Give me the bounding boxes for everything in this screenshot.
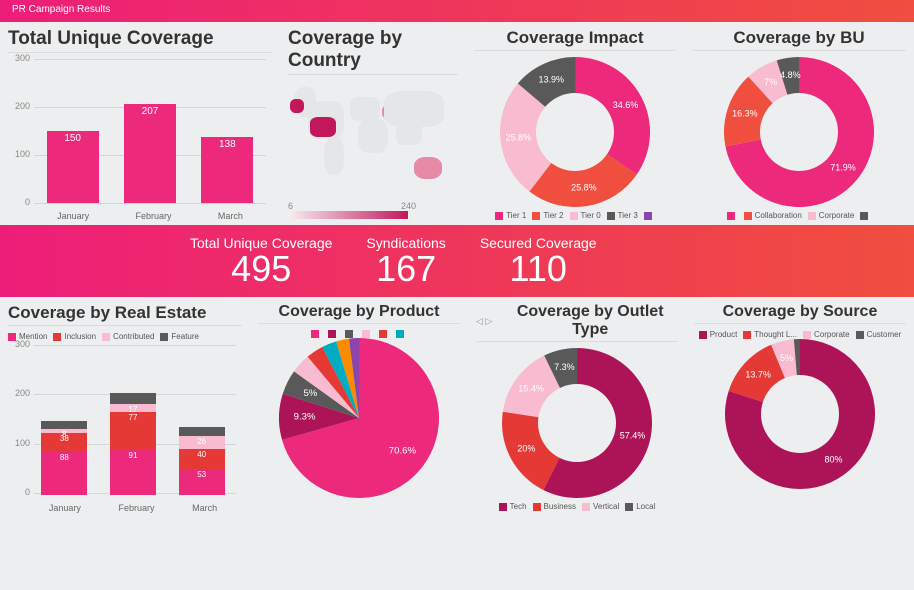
legend-item[interactable]: Corporate	[808, 211, 855, 220]
panel-title: Coverage by Outlet Type	[502, 303, 678, 339]
legend-item[interactable]: Business	[533, 502, 576, 511]
panel-by-product: Coverage by Product 70.6% 9.3% 5%	[250, 297, 468, 517]
donut-source: 80% 13.7% 5%	[725, 339, 875, 489]
panel-outlet-type: ◁ ▷ Coverage by Outlet Type 57.4% 20% 15.4…	[468, 297, 686, 517]
legend-item[interactable]: Collaboration	[744, 211, 802, 220]
legend-item[interactable]	[644, 211, 655, 220]
svg-text:25.8%: 25.8%	[571, 183, 597, 193]
report-title: PR Campaign Results	[12, 4, 110, 15]
pager-icon[interactable]: ◁ ▷	[476, 316, 492, 327]
legend-item[interactable]	[345, 330, 356, 338]
donut-impact: 34.6% 25.8% 25.8% 13.9%	[500, 57, 650, 207]
svg-text:34.6%: 34.6%	[613, 100, 639, 110]
legend-item[interactable]: Tier 2	[532, 211, 563, 220]
stacked-bar-real-estate: 010020030088388917717534026JanuaryFebrua…	[8, 345, 242, 513]
svg-text:15.4%: 15.4%	[518, 384, 544, 394]
svg-text:16.3%: 16.3%	[732, 109, 758, 119]
svg-text:13.9%: 13.9%	[538, 75, 564, 85]
legend-item[interactable]: Tier 0	[570, 211, 601, 220]
legend-item[interactable]: Local	[625, 502, 655, 511]
legend-impact: Tier 1 Tier 2 Tier 0 Tier 3	[474, 211, 676, 220]
donut-bu: 71.9% 16.3% 7%4.8%	[724, 57, 874, 207]
kpi-secured: Secured Coverage 110	[480, 235, 597, 287]
legend-item[interactable]	[362, 330, 373, 338]
legend-item[interactable]	[396, 330, 407, 338]
panel-title: Coverage Impact	[474, 28, 676, 48]
legend-source: Product Thought L... Corporate Customer	[694, 330, 906, 339]
svg-text:80%: 80%	[824, 454, 842, 464]
panel-title: Coverage by Source	[694, 303, 906, 321]
panel-title: Coverage by Product	[258, 303, 460, 321]
donut-outlet: 57.4% 20% 15.4% 7.3%	[502, 348, 652, 498]
legend-item[interactable]: Tech	[499, 502, 527, 511]
svg-text:9.3%: 9.3%	[294, 412, 316, 423]
panel-impact: Coverage Impact 34.6% 25.8% 25.8% 13.9% Tie…	[466, 22, 684, 225]
bar-chart-total-unique: 0100200300150207138JanuaryFebruaryMarch	[8, 59, 272, 221]
legend-item[interactable]: Feature	[160, 332, 199, 341]
legend-item[interactable]: Thought L...	[743, 330, 797, 339]
legend-item[interactable]: Tier 3	[607, 211, 638, 220]
panel-total-unique: Total Unique Coverage 010020030015020713…	[0, 22, 280, 225]
legend-item[interactable]	[311, 330, 322, 338]
row-2: Coverage by Real Estate MentionInclusion…	[0, 297, 914, 517]
legend-item[interactable]	[727, 211, 738, 220]
world-map	[288, 81, 458, 201]
legend-item[interactable]: Tier 1	[495, 211, 526, 220]
svg-text:13.7%: 13.7%	[745, 370, 771, 380]
map-scale: 6 240	[288, 201, 416, 211]
svg-text:70.6%: 70.6%	[389, 445, 417, 456]
panel-title: Total Unique Coverage	[8, 28, 272, 50]
map-gradient	[288, 211, 408, 219]
legend-item[interactable]: Product	[699, 330, 738, 339]
svg-text:71.9%: 71.9%	[830, 163, 856, 173]
panel-by-bu: Coverage by BU 71.9% 16.3% 7%4.8% Collabor…	[684, 22, 914, 225]
panel-real-estate: Coverage by Real Estate MentionInclusion…	[0, 297, 250, 517]
svg-text:20%: 20%	[517, 444, 535, 454]
kpi-syndications: Syndications 167	[366, 235, 445, 287]
legend-item[interactable]: Contributed	[102, 332, 154, 341]
kpi-total: Total Unique Coverage 495	[190, 235, 332, 287]
legend-item[interactable]: Customer	[856, 330, 902, 339]
kpi-band: Total Unique Coverage 495 Syndications 1…	[0, 225, 914, 297]
panel-by-source: Coverage by Source Product Thought L... Co…	[686, 297, 914, 517]
legend-product	[258, 330, 460, 338]
panel-title: Coverage by Real Estate	[8, 303, 242, 323]
report-header: PR Campaign Results	[0, 0, 914, 22]
svg-text:4.8%: 4.8%	[780, 70, 801, 80]
svg-text:25.8%: 25.8%	[506, 132, 532, 142]
legend-item[interactable]	[379, 330, 390, 338]
legend-item[interactable]: Inclusion	[53, 332, 96, 341]
legend-real-estate: MentionInclusionContributedFeature	[8, 332, 242, 341]
legend-item[interactable]: Corporate	[803, 330, 850, 339]
svg-text:7%: 7%	[764, 77, 777, 87]
legend-outlet: Tech Business Vertical Local	[476, 502, 678, 511]
legend-item[interactable]	[860, 211, 871, 220]
svg-text:5%: 5%	[780, 353, 793, 363]
row-1: Total Unique Coverage 010020030015020713…	[0, 22, 914, 225]
panel-title: Coverage by Country	[288, 28, 458, 72]
legend-bu: Collaboration Corporate	[692, 211, 906, 220]
svg-text:5%: 5%	[303, 388, 317, 399]
pie-product: 70.6% 9.3% 5%	[279, 338, 439, 498]
svg-text:7.3%: 7.3%	[554, 362, 575, 372]
svg-text:57.4%: 57.4%	[620, 431, 646, 441]
panel-title: Coverage by BU	[692, 28, 906, 48]
legend-item[interactable]: Vertical	[582, 502, 619, 511]
panel-by-country: Coverage by Country 6 240	[280, 22, 466, 225]
legend-item[interactable]	[328, 330, 339, 338]
